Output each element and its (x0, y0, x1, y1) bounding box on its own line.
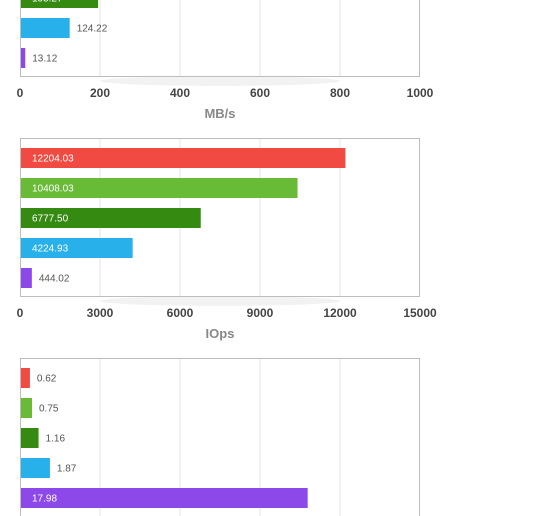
bar-value-label: 10408.03 (32, 184, 74, 195)
bar-1 (20, 148, 346, 168)
bar-2 (20, 18, 70, 38)
bar-2 (20, 398, 32, 418)
bar-1 (20, 0, 99, 8)
bar-value-label: 4224.93 (32, 244, 69, 255)
x-tick-label: 9000 (247, 306, 274, 320)
plot-frame (20, 358, 420, 516)
x-tick-label: 0 (17, 86, 24, 100)
x-tick-label: 1000 (407, 86, 434, 100)
bar-value-label: 13.12 (32, 54, 57, 65)
plot-frame (20, 138, 420, 297)
bar-value-label: 124.22 (77, 24, 108, 35)
bar-value-label: 12204.03 (32, 154, 74, 165)
bar-value-label: 1.16 (46, 434, 66, 445)
bar-4 (20, 458, 50, 478)
bar-value-label: 17.98 (32, 494, 57, 505)
bar-3 (20, 208, 201, 228)
x-tick-label: 600 (250, 86, 270, 100)
bar-value-label: 444.02 (39, 274, 70, 285)
bar-value-label: 1.87 (57, 464, 77, 475)
plot-frame (20, 0, 420, 77)
x-tick-label: 15000 (403, 306, 437, 320)
bar-value-label: 6777.50 (32, 214, 69, 225)
x-tick-label: 12000 (323, 306, 357, 320)
bar-5 (20, 268, 32, 288)
x-axis-title: MB/s (204, 106, 235, 121)
bar-value-label: 0.62 (37, 374, 57, 385)
bar-3 (20, 428, 39, 448)
x-tick-label: 400 (170, 86, 190, 100)
bar-1 (20, 368, 30, 388)
chart-panel-3: 0.62 0.75 1.16 1.87 17.98 (20, 358, 420, 516)
x-axis-title: IOps (206, 326, 235, 341)
chart-panel-1: 195.27 124.22 13.12 0 200 400 600 800 1000 MB/s (17, 0, 434, 121)
frame-shadow (100, 296, 340, 306)
bar-value-label: 195.27 (32, 0, 63, 5)
bar-2 (20, 178, 298, 198)
frame-shadow (100, 76, 340, 86)
x-tick-label: 200 (90, 86, 110, 100)
x-tick-label: 800 (330, 86, 350, 100)
bar-4 (20, 238, 133, 258)
chart-panel-2: 12204.03 10408.03 6777.50 4224.93 444.02 0 300… (17, 138, 437, 341)
x-tick-label: 0 (17, 306, 24, 320)
bar-3 (20, 48, 26, 68)
x-tick-label: 3000 (87, 306, 114, 320)
bar-5 (20, 488, 308, 508)
bar-value-label: 0.75 (39, 404, 59, 415)
x-tick-label: 6000 (167, 306, 194, 320)
plot-area (20, 0, 420, 77)
